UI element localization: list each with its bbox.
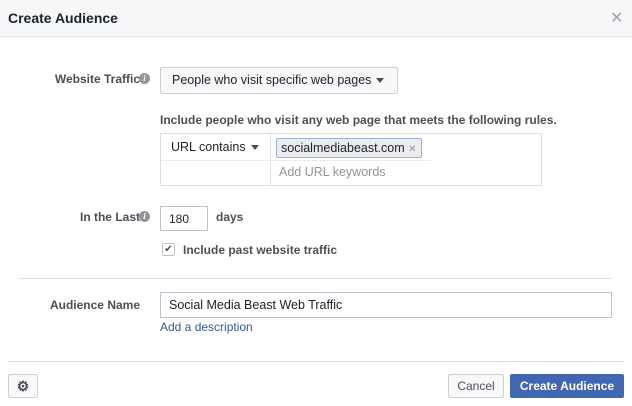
close-icon[interactable]: ✕ <box>610 10 624 27</box>
include-past-checkbox[interactable]: ✔ <box>162 243 175 256</box>
website-traffic-label: Website Traffic <box>54 72 140 86</box>
audience-name-label: Audience Name <box>49 298 140 312</box>
footer-divider <box>8 361 624 362</box>
create-audience-button[interactable]: Create Audience <box>510 374 624 398</box>
info-icon[interactable]: i <box>139 211 150 222</box>
caret-down-icon <box>376 78 385 84</box>
cancel-button[interactable]: Cancel <box>448 374 504 398</box>
audience-name-input[interactable] <box>160 292 612 318</box>
url-token: socialmediabeast.com ✕ <box>276 138 422 158</box>
rules-description: Include people who visit any web page th… <box>160 113 557 127</box>
days-input[interactable] <box>160 206 208 231</box>
dialog-title: Create Audience <box>8 10 118 26</box>
settings-button[interactable]: ⚙ <box>8 374 38 398</box>
remove-token-icon[interactable]: ✕ <box>408 144 417 155</box>
dialog-header: Create Audience ✕ <box>0 0 632 37</box>
divider <box>19 278 612 279</box>
info-icon[interactable]: i <box>139 73 150 84</box>
include-past-label: Include past website traffic <box>183 243 338 257</box>
rules-table: URL contains socialmediabeast.com ✕ Add … <box>160 133 542 186</box>
website-traffic-dropdown[interactable]: People who visit specific web pages <box>160 67 398 94</box>
days-unit: days <box>216 210 244 224</box>
caret-down-icon <box>250 145 259 151</box>
gear-icon: ⚙ <box>16 378 30 394</box>
in-the-last-label: In the Last <box>79 210 140 224</box>
add-description-link[interactable]: Add a description <box>160 320 253 334</box>
url-condition-dropdown[interactable]: URL contains <box>171 140 259 154</box>
url-keywords-input[interactable]: Add URL keywords <box>279 165 386 179</box>
